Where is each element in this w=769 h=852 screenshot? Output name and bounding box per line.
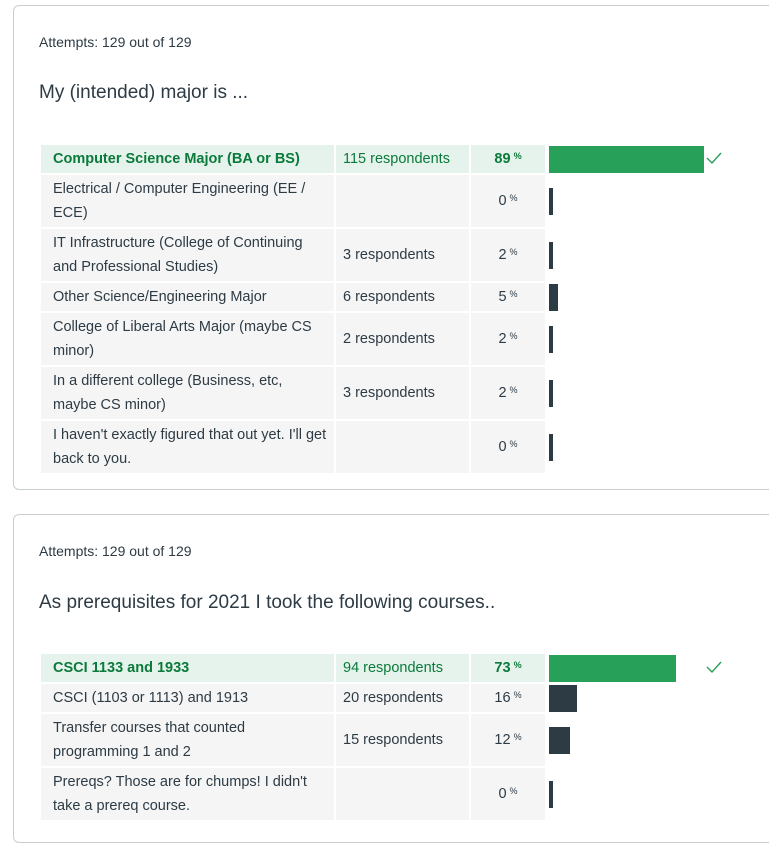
answer-row: Transfer courses that counted programmin… [41, 714, 741, 766]
percent-bar-track [547, 229, 727, 281]
answer-percent: 0% [471, 421, 545, 473]
respondent-count: 20 respondents [336, 684, 469, 712]
answer-percent: 5% [471, 283, 545, 311]
answer-text: IT Infrastructure (College of Continuing… [41, 229, 334, 281]
question-card-2: Attempts: 129 out of 129 As prerequisite… [13, 514, 769, 843]
answer-row: CSCI (1103 or 1113) and 1913 20 responden… [41, 684, 741, 712]
answer-row-correct: CSCI 1133 and 1933 94 respondents 73% [41, 654, 741, 682]
answer-text: Other Science/Engineering Major [41, 283, 334, 311]
correct-check-icon [706, 661, 722, 674]
answer-row: Prereqs? Those are for chumps! I didn't … [41, 768, 741, 820]
answer-percent: 0% [471, 175, 545, 227]
answer-text: Transfer courses that counted programmin… [41, 714, 334, 766]
percent-bar-track [547, 283, 727, 311]
percent-bar [549, 325, 553, 353]
question-text: As prerequisites for 2021 I took the fol… [39, 592, 496, 613]
percent-bar [549, 780, 553, 808]
percent-bar [549, 684, 577, 712]
percent-bar-track [547, 714, 727, 766]
percent-value: 2 [498, 331, 507, 347]
answer-text: CSCI 1133 and 1933 [41, 654, 334, 682]
percent-bar-track [547, 367, 727, 419]
answer-text: In a different college (Business, etc, m… [41, 367, 334, 419]
percent-value: 73 [494, 660, 511, 676]
respondent-count: 2 respondents [336, 313, 469, 365]
answer-percent: 2% [471, 367, 545, 419]
answer-row: IT Infrastructure (College of Continuing… [41, 229, 741, 281]
answer-row-correct: Computer Science Major (BA or BS) 115 res… [41, 145, 741, 173]
respondent-count: 115 respondents [336, 145, 469, 173]
answer-percent: 16% [471, 684, 545, 712]
answer-row: Electrical / Computer Engineering (EE / … [41, 175, 741, 227]
percent-value: 0 [498, 786, 507, 802]
respondent-count: 6 respondents [336, 283, 469, 311]
percent-bar [549, 726, 570, 754]
percent-bar [549, 379, 553, 407]
answer-percent: 0% [471, 768, 545, 820]
percent-bar [549, 145, 704, 173]
answer-row: In a different college (Business, etc, m… [41, 367, 741, 419]
answer-percent: 2% [471, 313, 545, 365]
answer-text: Electrical / Computer Engineering (EE / … [41, 175, 334, 227]
answer-list: Computer Science Major (BA or BS) 115 res… [41, 145, 741, 475]
respondent-count: 15 respondents [336, 714, 469, 766]
percent-bar [549, 241, 553, 269]
percent-bar [549, 654, 677, 682]
respondent-count: 3 respondents [336, 367, 469, 419]
respondent-count: 94 respondents [336, 654, 469, 682]
answer-percent: 73% [471, 654, 545, 682]
percent-value: 0 [498, 439, 507, 455]
percent-bar-track [547, 313, 727, 365]
percent-symbol: % [509, 439, 518, 449]
attempts-count: Attempts: 129 out of 129 [39, 34, 192, 50]
percent-value: 0 [498, 193, 507, 209]
percent-symbol: % [509, 385, 518, 395]
answer-text: Prereqs? Those are for chumps! I didn't … [41, 768, 334, 820]
percent-value: 5 [498, 289, 507, 305]
percent-bar-track [547, 175, 727, 227]
percent-symbol: % [513, 732, 522, 742]
respondent-count: 3 respondents [336, 229, 469, 281]
percent-value: 89 [494, 151, 511, 167]
attempts-count: Attempts: 129 out of 129 [39, 543, 192, 559]
answer-text: CSCI (1103 or 1113) and 1913 [41, 684, 334, 712]
percent-symbol: % [513, 660, 522, 670]
percent-value: 2 [498, 247, 507, 263]
percent-value: 2 [498, 385, 507, 401]
percent-symbol: % [509, 289, 518, 299]
percent-symbol: % [513, 151, 522, 161]
answer-text: I haven't exactly figured that out yet. … [41, 421, 334, 473]
percent-bar-track [547, 684, 727, 712]
answer-text: College of Liberal Arts Major (maybe CS … [41, 313, 334, 365]
answer-list: CSCI 1133 and 1933 94 respondents 73% CSCI … [41, 654, 741, 822]
percent-symbol: % [513, 690, 522, 700]
percent-bar-track [547, 421, 727, 473]
percent-symbol: % [509, 786, 518, 796]
answer-percent: 12% [471, 714, 545, 766]
percent-symbol: % [509, 331, 518, 341]
percent-value: 16 [494, 690, 511, 706]
percent-symbol: % [509, 193, 518, 203]
answer-text: Computer Science Major (BA or BS) [41, 145, 334, 173]
percent-bar-track [547, 145, 727, 173]
percent-bar-track [547, 654, 727, 682]
percent-bar [549, 433, 553, 461]
answer-row: I haven't exactly figured that out yet. … [41, 421, 741, 473]
question-text: My (intended) major is ... [39, 82, 249, 103]
respondent-count [336, 421, 469, 473]
answer-row: College of Liberal Arts Major (maybe CS … [41, 313, 741, 365]
question-card-1: Attempts: 129 out of 129 My (intended) m… [13, 5, 769, 490]
percent-bar [549, 283, 558, 311]
percent-value: 12 [494, 732, 511, 748]
answer-row: Other Science/Engineering Major 6 respond… [41, 283, 741, 311]
answer-percent: 2% [471, 229, 545, 281]
respondent-count [336, 175, 469, 227]
correct-check-icon [706, 152, 722, 165]
percent-bar [549, 187, 553, 215]
respondent-count [336, 768, 469, 820]
answer-percent: 89% [471, 145, 545, 173]
percent-bar-track [547, 768, 727, 820]
percent-symbol: % [509, 247, 518, 257]
